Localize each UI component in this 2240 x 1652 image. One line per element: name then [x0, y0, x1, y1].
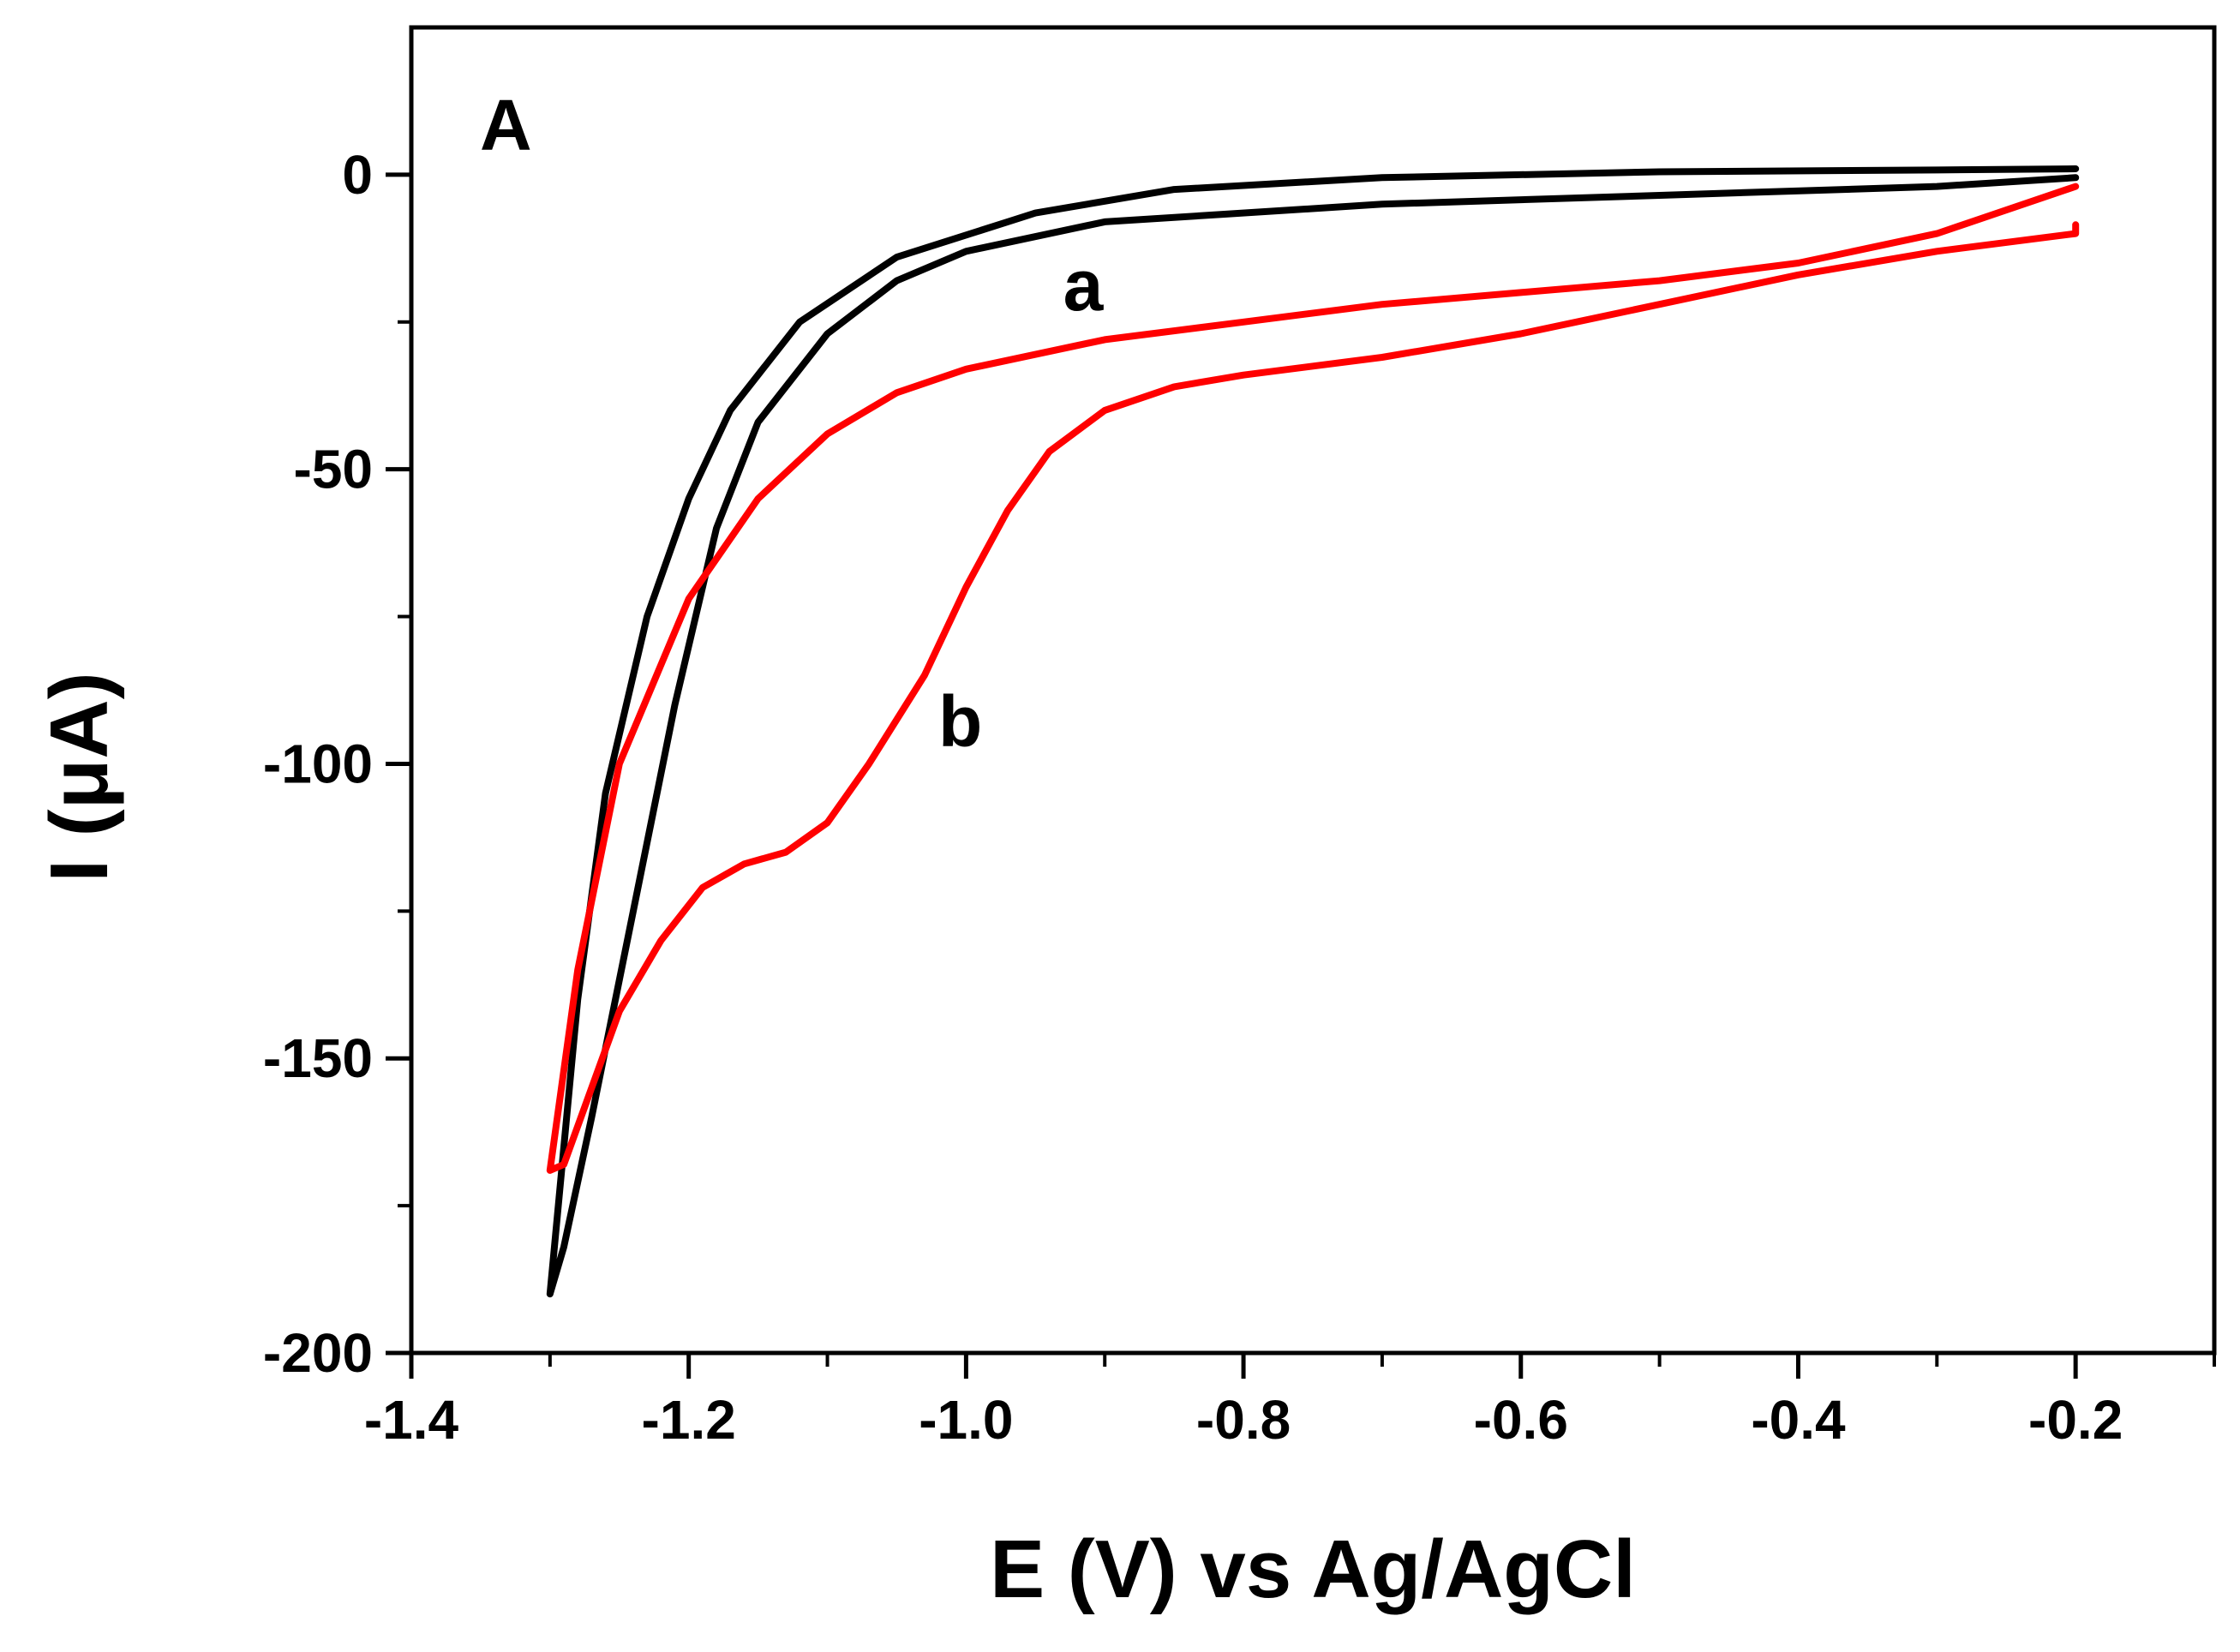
- x-tick-label: -0.4: [1751, 1389, 1846, 1451]
- y-axis-ticks: 0 -50 -100 -150 -200: [263, 144, 411, 1384]
- curve-label-a: a: [1063, 245, 1105, 326]
- curve-label-b: b: [938, 681, 982, 762]
- y-tick-label: -200: [263, 1322, 373, 1384]
- y-tick-label: 0: [342, 144, 373, 206]
- x-tick-label: -0.2: [2028, 1389, 2123, 1451]
- x-axis-ticks: -1.4 -1.2 -1.0 -0.8 -0.6 -0.4 -0.2: [364, 1353, 2216, 1451]
- x-tick-label: -1.4: [364, 1389, 459, 1451]
- series-layer: [546, 165, 2080, 1298]
- series-a-line: [546, 165, 2080, 1298]
- y-tick-label: -100: [263, 733, 373, 794]
- series-b-line: [546, 183, 2080, 1174]
- y-tick-label: -50: [294, 439, 374, 500]
- x-tick-label: -0.6: [1474, 1389, 1568, 1451]
- y-tick-label: -150: [263, 1027, 373, 1089]
- panel-label: A: [480, 85, 532, 165]
- x-axis-title: E (V) vs Ag/AgCl: [990, 1523, 1636, 1615]
- x-tick-label: -0.8: [1196, 1389, 1291, 1451]
- x-tick-label: -1.0: [919, 1389, 1013, 1451]
- y-axis-title: I (μA): [33, 672, 125, 882]
- x-tick-label: -1.2: [642, 1389, 736, 1451]
- plot-frame: [409, 25, 2217, 1356]
